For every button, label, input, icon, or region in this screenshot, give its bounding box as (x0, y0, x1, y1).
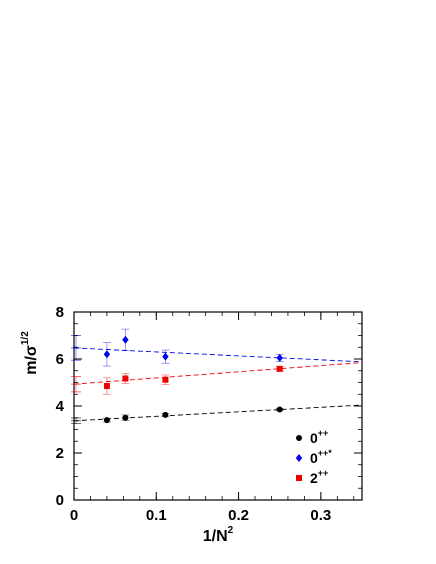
y-tick-label: 4 (56, 398, 65, 415)
x-tick-label: 0 (70, 507, 78, 524)
fit-line (73, 404, 363, 422)
data-point (162, 376, 169, 383)
series-2 (71, 362, 363, 395)
legend-label: 0++* (310, 448, 332, 466)
series-0 (71, 404, 363, 425)
legend-label-main: 2 (310, 470, 318, 486)
y-tick-label: 0 (56, 492, 64, 509)
y-tick-label: 2 (56, 445, 64, 462)
x-tick-label: 0.2 (228, 507, 249, 524)
data-point (103, 417, 110, 424)
series-layer (71, 328, 363, 425)
legend-label: 2++ (310, 468, 328, 486)
fit-line (73, 362, 363, 385)
ticks-layer: 0 0.1 0.2 0.3 0 2 4 6 8 (56, 304, 362, 524)
legend-marker (296, 475, 302, 481)
y-axis-title: m/σ1/2 (20, 331, 40, 375)
legend-marker (296, 435, 302, 441)
data-point (122, 414, 129, 421)
x-tick-label: 0.1 (146, 507, 167, 524)
y-tick-label: 8 (56, 304, 64, 321)
x-axis-title-main: 1/N (203, 528, 228, 545)
data-point (122, 335, 129, 344)
legend-label-main: 0 (310, 450, 318, 466)
x-tick-label: 0.3 (310, 507, 331, 524)
data-point (162, 352, 169, 361)
y-tick-label: 6 (56, 351, 64, 368)
y-axis-title-main: m/σ (23, 345, 40, 375)
x-axis-title-sup: 2 (228, 525, 234, 536)
legend-label-sup: ++* (318, 448, 333, 458)
data-point (276, 365, 283, 372)
fit-line (73, 347, 363, 363)
data-point (162, 411, 169, 418)
data-point (276, 406, 283, 413)
y-axis-title-sup: 1/2 (20, 331, 31, 345)
legend-label-sup: ++ (318, 468, 329, 478)
x-axis-title: 1/N2 (203, 525, 234, 545)
data-point (122, 375, 129, 382)
data-point (103, 383, 110, 390)
legend-label: 0++ (310, 428, 328, 446)
legend-label-sup: ++ (318, 428, 329, 438)
series-1 (71, 328, 363, 367)
data-point (103, 350, 111, 359)
legend-marker (295, 454, 303, 462)
legend-label-main: 0 (310, 430, 318, 446)
data-point (276, 353, 283, 362)
legend: 0++0++*2++ (295, 428, 332, 486)
